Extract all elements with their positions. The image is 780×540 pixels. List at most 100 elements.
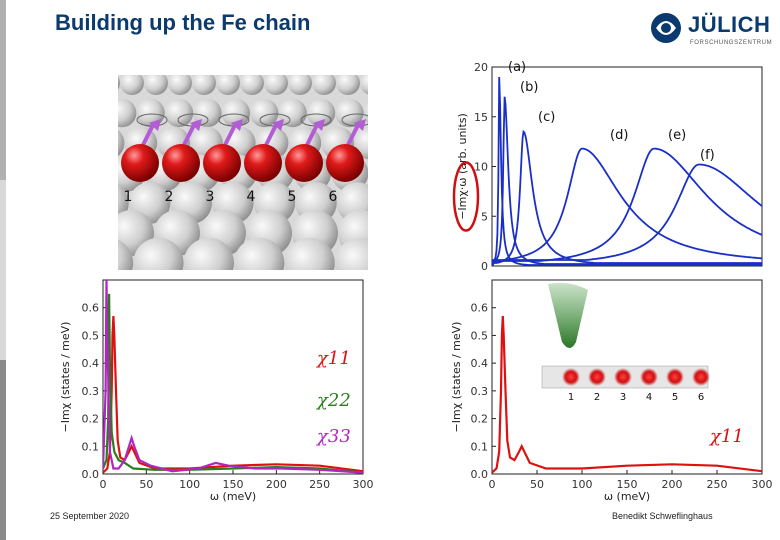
plot-frame: [491, 66, 763, 267]
y-tick-label: 10: [474, 161, 488, 174]
x-tick-label: 50: [139, 478, 153, 491]
substrate-atom: [168, 75, 192, 95]
y-tick-label: 0.1: [471, 440, 489, 453]
y-tick-label: 5: [481, 210, 488, 223]
substrate-atom: [118, 130, 125, 156]
atom-label: 2: [165, 189, 174, 205]
series-label: (b): [520, 80, 538, 95]
footer-author: Benedikt Schweflinghaus: [612, 511, 713, 521]
y-axis-label: −Imχ·ω (arb. units): [456, 113, 469, 220]
atom-label: 5: [288, 189, 297, 205]
substrate-atom: [216, 75, 240, 95]
atom-label: 3: [206, 189, 215, 205]
chain-inset-label: 2: [594, 392, 600, 403]
substrate-atom: [234, 237, 285, 270]
substrate-atom: [284, 237, 335, 270]
spin-excitation-chart: 0 5 10 15 20 −Imχ·ω (arb. units) (a) (b)(c) (d) (…: [452, 60, 763, 272]
chain-inset-label: 6: [698, 392, 704, 403]
substrate-atom: [164, 98, 194, 128]
substrate-atom: [118, 239, 134, 270]
x-tick-label: 150: [617, 478, 638, 491]
substrate-atom: [192, 75, 216, 95]
series-legend-label: χ33: [315, 426, 351, 447]
spin-arrow-head: [354, 119, 366, 131]
highlight-ellipse: [452, 161, 480, 232]
series-legend-label: χ22: [315, 390, 351, 411]
substrate-atom: [264, 75, 288, 95]
y-tick-label: 0.4: [471, 357, 489, 370]
x-tick-label: 100: [572, 478, 593, 491]
chain-inset-label: 5: [672, 392, 678, 403]
chain-inset-label: 3: [620, 392, 626, 403]
substrate-atom: [183, 237, 234, 270]
series-line: [492, 96, 762, 265]
x-tick-label: 50: [530, 478, 544, 491]
x-tick-label: 200: [266, 478, 287, 491]
atom-label: 6: [329, 189, 338, 205]
series-line: [492, 129, 762, 264]
substrate-atom: [312, 75, 336, 95]
atom-label: 4: [247, 189, 256, 205]
y-axis-label: −Imχ (states / meV): [59, 322, 72, 433]
x-tick-label: 150: [223, 478, 244, 491]
substrate-atom: [336, 75, 360, 95]
x-tick-label: 250: [309, 478, 330, 491]
substrate-atom: [118, 98, 137, 128]
y-tick-label: 0.6: [82, 302, 100, 315]
susceptibility-chart-right: 0.0 0.1 0.2 0.3 0.4 0.5 0.6 0 50 100 150 200 250 300 −…: [450, 279, 773, 503]
y-tick-label: 20: [474, 61, 488, 74]
footer-date: 25 September 2020: [50, 511, 130, 521]
y-tick-label: 0.2: [471, 413, 489, 426]
chain-inset-atom: [692, 368, 710, 386]
substrate-atom: [363, 102, 368, 124]
spin-arrow-head: [231, 119, 243, 131]
series-line: [491, 315, 763, 474]
y-tick-label: 0.0: [82, 468, 100, 481]
y-tick-label: 0.2: [82, 413, 100, 426]
precession-cone-inset: [548, 282, 588, 348]
substrate-atom: [133, 237, 184, 270]
atom-label: 1: [124, 189, 133, 205]
y-tick-label: 0.3: [82, 385, 100, 398]
x-tick-label: 250: [707, 478, 728, 491]
spin-arrow-head: [190, 119, 202, 131]
x-axis-label: ω (meV): [604, 490, 650, 503]
substrate-atom: [360, 75, 368, 95]
series-line: [103, 280, 363, 474]
x-tick-label: 300: [353, 478, 374, 491]
slide-title: Building up the Fe chain: [55, 10, 311, 35]
series-label: (e): [668, 128, 686, 143]
x-tick-label: 0: [489, 478, 496, 491]
series-label: (a): [508, 60, 526, 75]
y-tick-label: 0.5: [82, 329, 100, 342]
chain-inset-label: 1: [568, 392, 574, 403]
chain-inset-label: 4: [646, 392, 652, 403]
substrate-atom: [221, 98, 250, 128]
spin-arrow-head: [272, 119, 284, 131]
fe-chain-illustration: 1 2 3 4 5 6: [118, 75, 368, 270]
y-tick-label: 0.5: [471, 329, 489, 342]
fe-atom: [121, 144, 159, 182]
series-line: [492, 76, 762, 266]
series-label: (f): [700, 148, 715, 163]
x-tick-label: 0: [100, 478, 107, 491]
x-tick-label: 300: [752, 478, 773, 491]
series-label: (c): [538, 110, 555, 125]
series-line: [492, 163, 763, 261]
y-tick-label: 0.1: [82, 440, 100, 453]
logo-name: JÜLICH: [688, 12, 771, 37]
chain-inset-atom: [614, 368, 632, 386]
series-line: [492, 147, 763, 263]
substrate-atom: [120, 75, 144, 95]
left-accent-bar: [0, 0, 6, 540]
series-legend-label: χ11: [708, 426, 744, 447]
substrate-atom: [118, 76, 120, 90]
substrate-atom: [250, 98, 279, 128]
series-label: (d): [610, 128, 628, 143]
y-tick-label: 0.3: [471, 385, 489, 398]
juelich-logo-icon: [651, 13, 681, 43]
series-legend-label: χ11: [315, 348, 351, 369]
fe-atom: [326, 144, 364, 182]
logo-subtitle: FORSCHUNGSZENTRUM: [690, 40, 773, 46]
chain-inset-atom: [588, 368, 606, 386]
